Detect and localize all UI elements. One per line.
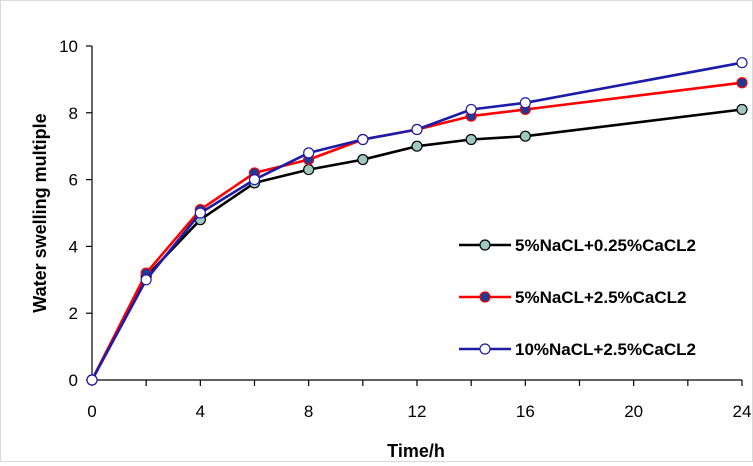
data-point bbox=[248, 174, 261, 186]
x-tick-label: 20 bbox=[624, 402, 643, 421]
legend-item: 5%NaCL+2.5%CaCL2 bbox=[459, 288, 687, 307]
series-line bbox=[90, 81, 743, 381]
x-tick-label: 8 bbox=[304, 402, 313, 421]
legend-swatch-marker bbox=[479, 239, 491, 251]
data-point bbox=[736, 103, 748, 116]
data-point bbox=[465, 103, 477, 116]
data-point bbox=[140, 274, 152, 286]
data-point bbox=[411, 123, 423, 136]
x-tick-label: 16 bbox=[516, 402, 535, 421]
data-point bbox=[357, 153, 369, 166]
x-tick-label: 4 bbox=[196, 402, 205, 421]
x-tick-label: 12 bbox=[408, 402, 427, 421]
legend-label: 10%NaCL+2.5%CaCL2 bbox=[515, 340, 696, 359]
data-point bbox=[519, 97, 531, 109]
legend-item: 10%NaCL+2.5%CaCL2 bbox=[459, 340, 696, 359]
y-tick-label: 10 bbox=[59, 37, 78, 56]
data-point bbox=[736, 77, 748, 89]
data-point bbox=[86, 374, 98, 386]
data-point bbox=[465, 133, 477, 146]
data-point bbox=[411, 140, 423, 152]
legend-item: 5%NaCL+0.25%CaCL2 bbox=[459, 236, 696, 255]
series-layer bbox=[86, 57, 748, 386]
y-axis-label: Water swelling multiple bbox=[30, 113, 50, 312]
y-tick-label: 2 bbox=[69, 304, 78, 323]
x-tick-label: 0 bbox=[87, 402, 96, 421]
data-point bbox=[303, 163, 315, 176]
x-axis-label: Time/h bbox=[387, 441, 445, 461]
legend: 5%NaCL+0.25%CaCL2 5%NaCL+2.5%CaCL2 10%NaCL… bbox=[459, 236, 696, 359]
y-tick-label: 0 bbox=[69, 371, 78, 390]
data-point bbox=[736, 57, 748, 69]
series-line bbox=[90, 61, 743, 381]
y-tick-label: 4 bbox=[69, 237, 78, 256]
series-3 bbox=[86, 57, 748, 386]
x-tick-label: 24 bbox=[733, 402, 752, 421]
data-point bbox=[519, 130, 531, 142]
legend-swatch-marker bbox=[479, 291, 491, 303]
data-point bbox=[357, 133, 369, 146]
legend-label: 5%NaCL+2.5%CaCL2 bbox=[515, 288, 687, 307]
legend-swatch-marker bbox=[479, 343, 491, 355]
legend-label: 5%NaCL+0.25%CaCL2 bbox=[515, 236, 696, 255]
data-point bbox=[303, 147, 315, 159]
data-point bbox=[194, 207, 206, 219]
y-tick-label: 6 bbox=[69, 171, 78, 190]
y-tick-label: 8 bbox=[69, 104, 78, 123]
